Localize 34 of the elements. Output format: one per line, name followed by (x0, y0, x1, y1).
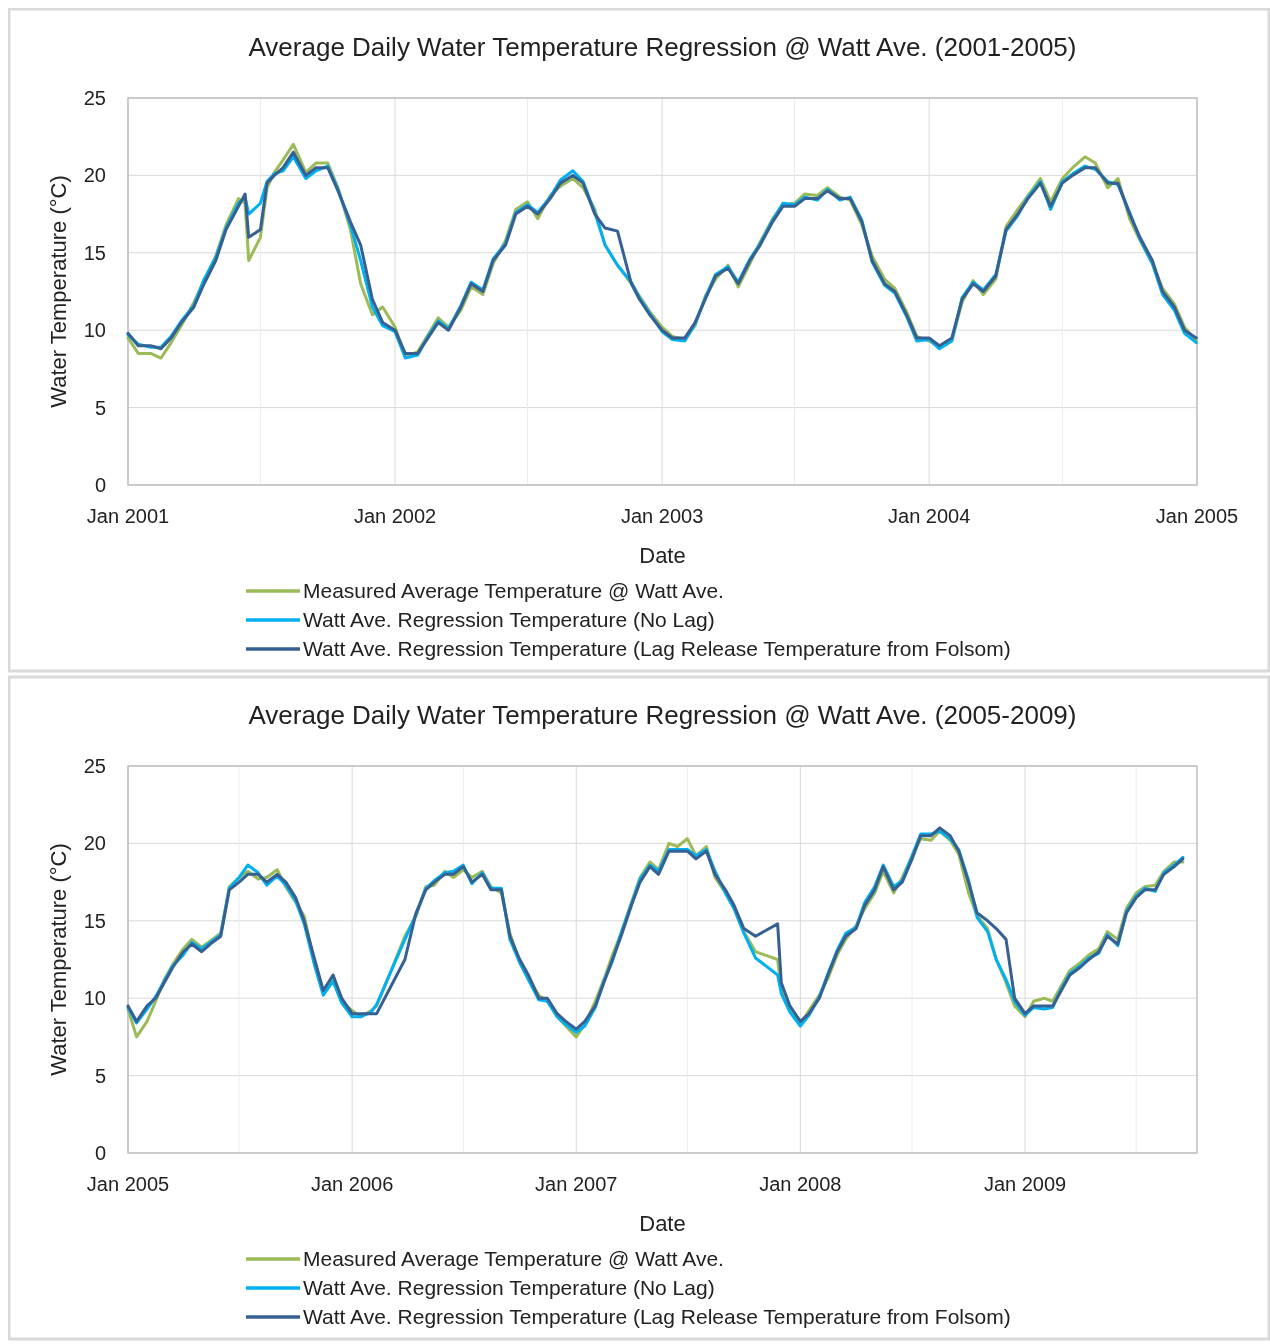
chart-title: Average Daily Water Temperature Regression @ Watt Ave. (2001-2005) (248, 32, 1077, 62)
legend-label: Measured Average Temperature @ Watt Ave. (303, 1247, 724, 1271)
y-tick-label: 10 (83, 319, 106, 342)
y-tick-label: 5 (94, 396, 106, 419)
legend-label: Watt Ave. Regression Temperature (Lag Release Temperature from Folsom) (303, 1305, 1011, 1329)
legend-label: Measured Average Temperature @ Watt Ave. (303, 579, 724, 603)
legend-label: Watt Ave. Regression Temperature (No Lag) (303, 608, 715, 632)
legend-label: Watt Ave. Regression Temperature (Lag Release Temperature from Folsom) (303, 637, 1011, 661)
y-tick-label: 0 (94, 474, 106, 496)
x-axis-title: Date (639, 543, 686, 568)
x-tick-label: Jan 2005 (1155, 505, 1239, 527)
y-axis-title: Water Temperature (°C) (46, 175, 71, 408)
y-tick-label: 10 (83, 987, 106, 1010)
legend-label: Watt Ave. Regression Temperature (No Lag) (303, 1276, 715, 1300)
y-tick-label: 20 (83, 164, 106, 187)
y-tick-label: 0 (94, 1142, 106, 1164)
y-tick-label: 15 (83, 909, 106, 932)
x-tick-label: Jan 2001 (86, 505, 170, 527)
y-tick-label: 25 (83, 755, 106, 777)
chart-title: Average Daily Water Temperature Regression @ Watt Ave. (2005-2009) (248, 700, 1077, 730)
x-tick-label: Jan 2008 (759, 1173, 842, 1195)
x-tick-label: Jan 2002 (353, 505, 437, 527)
x-axis-title: Date (639, 1211, 686, 1236)
y-tick-label: 25 (83, 87, 106, 109)
x-tick-label: Jan 2004 (888, 505, 971, 527)
y-tick-label: 5 (94, 1064, 106, 1087)
y-tick-label: 15 (83, 241, 106, 264)
x-tick-label: Jan 2003 (620, 505, 704, 527)
x-tick-label: Jan 2009 (983, 1173, 1067, 1195)
x-tick-label: Jan 2005 (86, 1173, 170, 1195)
y-tick-label: 20 (83, 832, 106, 855)
y-axis-title: Water Temperature (°C) (46, 843, 71, 1076)
x-tick-label: Jan 2007 (535, 1173, 618, 1195)
x-tick-label: Jan 2006 (310, 1173, 394, 1195)
